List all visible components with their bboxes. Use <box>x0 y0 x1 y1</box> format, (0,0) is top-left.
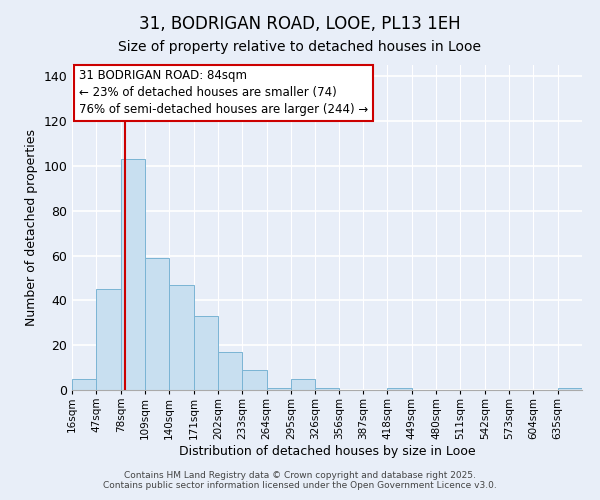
Bar <box>266 388 291 390</box>
Text: 31, BODRIGAN ROAD, LOOE, PL13 1EH: 31, BODRIGAN ROAD, LOOE, PL13 1EH <box>139 15 461 33</box>
Text: 31 BODRIGAN ROAD: 84sqm
← 23% of detached houses are smaller (74)
76% of semi-de: 31 BODRIGAN ROAD: 84sqm ← 23% of detache… <box>79 70 368 116</box>
Bar <box>194 316 218 390</box>
Bar <box>169 284 194 390</box>
Bar <box>315 388 339 390</box>
Bar <box>388 388 412 390</box>
Bar <box>72 379 97 390</box>
X-axis label: Distribution of detached houses by size in Looe: Distribution of detached houses by size … <box>179 444 475 458</box>
Text: Contains HM Land Registry data © Crown copyright and database right 2025.
Contai: Contains HM Land Registry data © Crown c… <box>103 470 497 490</box>
Text: Size of property relative to detached houses in Looe: Size of property relative to detached ho… <box>119 40 482 54</box>
Bar <box>291 379 315 390</box>
Bar <box>97 289 121 390</box>
Bar <box>242 370 266 390</box>
Bar <box>121 159 145 390</box>
Y-axis label: Number of detached properties: Number of detached properties <box>25 129 38 326</box>
Bar <box>145 258 169 390</box>
Bar <box>557 388 582 390</box>
Bar <box>218 352 242 390</box>
